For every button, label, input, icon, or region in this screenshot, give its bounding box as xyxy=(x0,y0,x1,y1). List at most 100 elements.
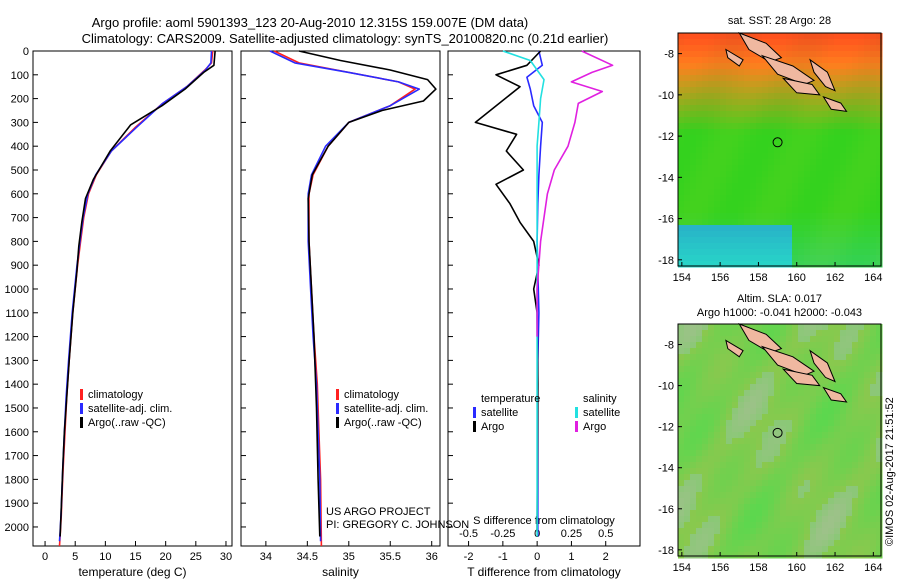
sla-cell xyxy=(696,372,703,379)
sst-cell xyxy=(864,39,871,46)
tdiff-legend-header: temperature xyxy=(481,393,540,405)
sst-cell xyxy=(750,231,757,238)
sla-cell xyxy=(864,438,871,445)
sla-cell xyxy=(786,414,793,421)
sst-cell xyxy=(756,231,763,238)
sst-cell xyxy=(828,63,835,70)
sst-cell xyxy=(864,201,871,208)
sla-cell xyxy=(684,378,691,385)
sst-cell xyxy=(690,117,697,124)
sst-cell xyxy=(684,183,691,190)
sla-cell xyxy=(708,456,715,463)
sla-cell xyxy=(810,438,817,445)
sla-cell xyxy=(702,540,709,547)
sla-cell xyxy=(738,342,745,349)
sla-cell xyxy=(810,492,817,499)
sla-cell xyxy=(774,420,781,427)
sla-cell xyxy=(864,468,871,475)
sla-cell xyxy=(714,414,721,421)
sla-cell xyxy=(822,492,829,499)
sst-cell xyxy=(720,123,727,130)
sst-cell xyxy=(822,45,829,52)
sst-cell xyxy=(768,213,775,220)
sla-cell xyxy=(786,432,793,439)
sla-cell xyxy=(816,528,823,535)
sla-cell xyxy=(690,462,697,469)
sst-cell xyxy=(792,159,799,166)
sst-cell xyxy=(702,153,709,160)
sst-cell xyxy=(744,99,751,106)
sst-cell xyxy=(756,195,763,202)
sst-cell xyxy=(732,87,739,94)
sst-cell xyxy=(816,87,823,94)
sst-cell xyxy=(684,159,691,166)
sst-cell xyxy=(678,129,685,136)
sst-cell xyxy=(750,159,757,166)
sla-cell xyxy=(732,414,739,421)
sla-cell xyxy=(852,378,859,385)
sla-cell xyxy=(798,546,805,553)
sla-cell xyxy=(678,450,685,457)
sla-cell xyxy=(684,516,691,523)
sst-cell xyxy=(738,123,745,130)
sst-cell xyxy=(726,99,733,106)
sla-cell xyxy=(798,456,805,463)
sst-cell xyxy=(846,237,853,244)
sst-cell xyxy=(756,261,763,268)
sla-cell xyxy=(876,342,883,349)
sst-cell xyxy=(768,159,775,166)
sla-cell xyxy=(720,408,727,415)
sla-cell xyxy=(762,366,769,373)
sst-cell xyxy=(798,213,805,220)
sla-cell xyxy=(864,402,871,409)
sla-cell xyxy=(732,456,739,463)
sla-cell xyxy=(786,396,793,403)
sst-cell xyxy=(678,243,685,250)
sla-cell xyxy=(846,372,853,379)
sla-cell xyxy=(684,426,691,433)
sst-cell xyxy=(702,171,709,178)
sst-cell xyxy=(804,69,811,76)
sst-cell xyxy=(822,225,829,232)
sla-cell xyxy=(720,378,727,385)
salinity-legend-label-1: satellite-adj. clim. xyxy=(344,403,428,415)
sla-cell xyxy=(846,384,853,391)
sst-cell xyxy=(714,189,721,196)
sst-cell xyxy=(858,141,865,148)
sst-cell xyxy=(810,249,817,256)
sst-cell xyxy=(864,231,871,238)
sst-cell xyxy=(840,171,847,178)
sla-cell xyxy=(840,366,847,373)
sla-cell xyxy=(798,402,805,409)
sla-cell xyxy=(786,456,793,463)
sst-cell xyxy=(696,171,703,178)
sst-cell xyxy=(684,75,691,82)
sst-cell xyxy=(792,99,799,106)
sst-cell xyxy=(792,261,799,268)
sst-cell xyxy=(846,153,853,160)
sst-cell xyxy=(810,57,817,64)
sst-cell xyxy=(720,39,727,46)
sst-xtick-label: 160 xyxy=(788,272,806,284)
sst-cell xyxy=(696,183,703,190)
sst-cell xyxy=(810,111,817,118)
sla-cell xyxy=(804,456,811,463)
sst-cell xyxy=(684,135,691,142)
sst-cell xyxy=(750,147,757,154)
sst-cell xyxy=(684,117,691,124)
sla-cell xyxy=(708,432,715,439)
sla-cell xyxy=(702,486,709,493)
sst-cell xyxy=(714,177,721,184)
sst-cell xyxy=(768,147,775,154)
sst-cell xyxy=(876,111,883,118)
sla-cell xyxy=(774,468,781,475)
sst-cell xyxy=(750,69,757,76)
sst-cell xyxy=(810,135,817,142)
sst-cell xyxy=(696,207,703,214)
sla-cell xyxy=(678,414,685,421)
sla-cell xyxy=(858,402,865,409)
sst-cell xyxy=(876,249,883,256)
sla-cell xyxy=(738,552,745,559)
sla-cell xyxy=(774,408,781,415)
sst-cell xyxy=(816,249,823,256)
